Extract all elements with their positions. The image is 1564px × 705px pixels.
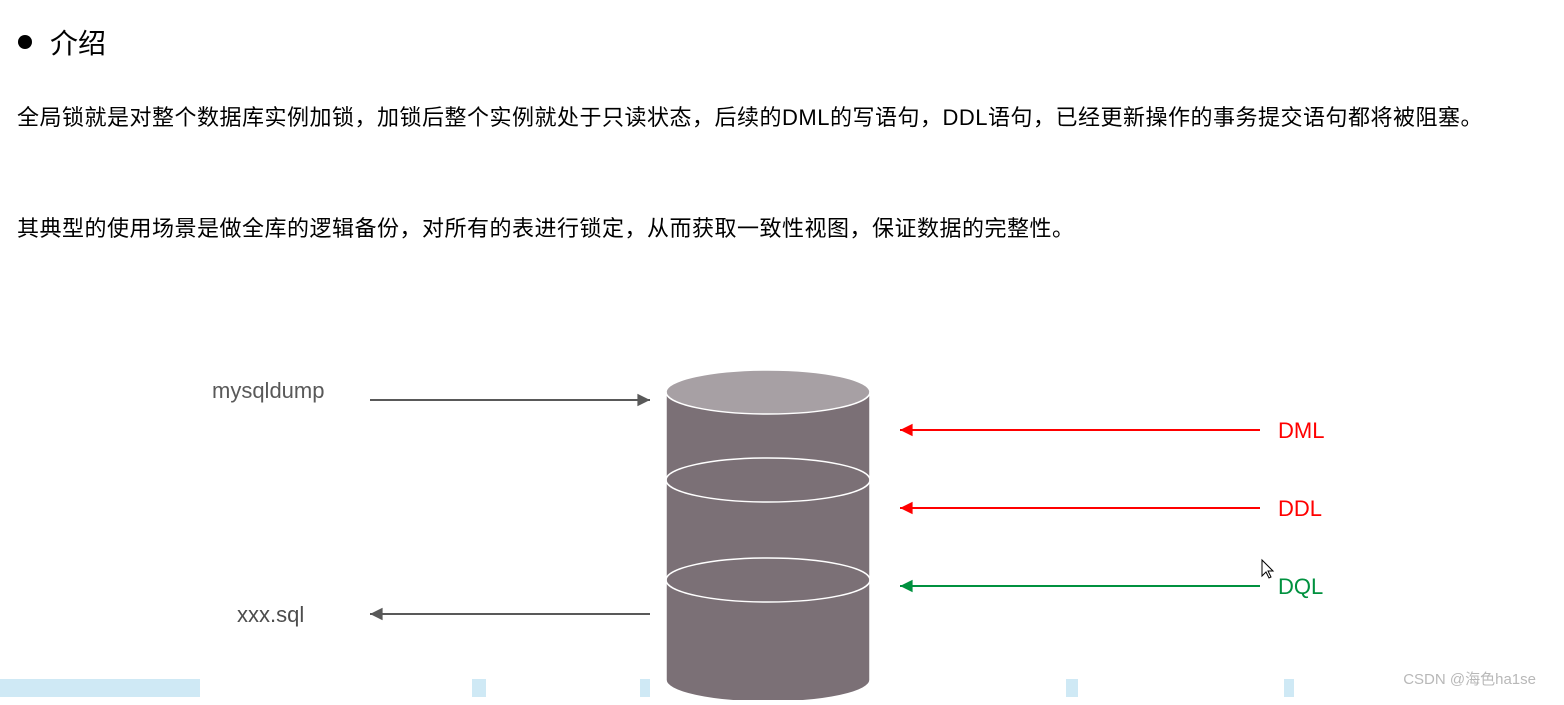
heading-title: 介绍 (50, 22, 106, 62)
diagram-area: mysqldump xxx.sql DML DDL DQL (0, 360, 1564, 700)
bottom-accent-segment (1066, 679, 1078, 697)
paragraph-2: 其典型的使用场景是做全库的逻辑备份，对所有的表进行锁定，从而获取一致性视图，保证… (17, 212, 1537, 245)
bullet-icon (18, 35, 32, 49)
bottom-accent-segment (640, 679, 650, 697)
bottom-accent-segment (472, 679, 486, 697)
bottom-accent-segment (1284, 679, 1294, 697)
heading-row: 介绍 (18, 22, 106, 62)
label-ddl: DDL (1278, 496, 1322, 522)
label-dml: DML (1278, 418, 1324, 444)
watermark-text: CSDN @海色ha1se (1403, 668, 1536, 689)
paragraph-1: 全局锁就是对整个数据库实例加锁，加锁后整个实例就处于只读状态，后续的DML的写语… (17, 86, 1537, 150)
label-dql: DQL (1278, 574, 1323, 600)
label-xxxsql: xxx.sql (237, 602, 304, 628)
diagram-svg (0, 360, 1564, 700)
bottom-accent-segment (0, 679, 200, 697)
label-mysqldump: mysqldump (212, 378, 324, 404)
